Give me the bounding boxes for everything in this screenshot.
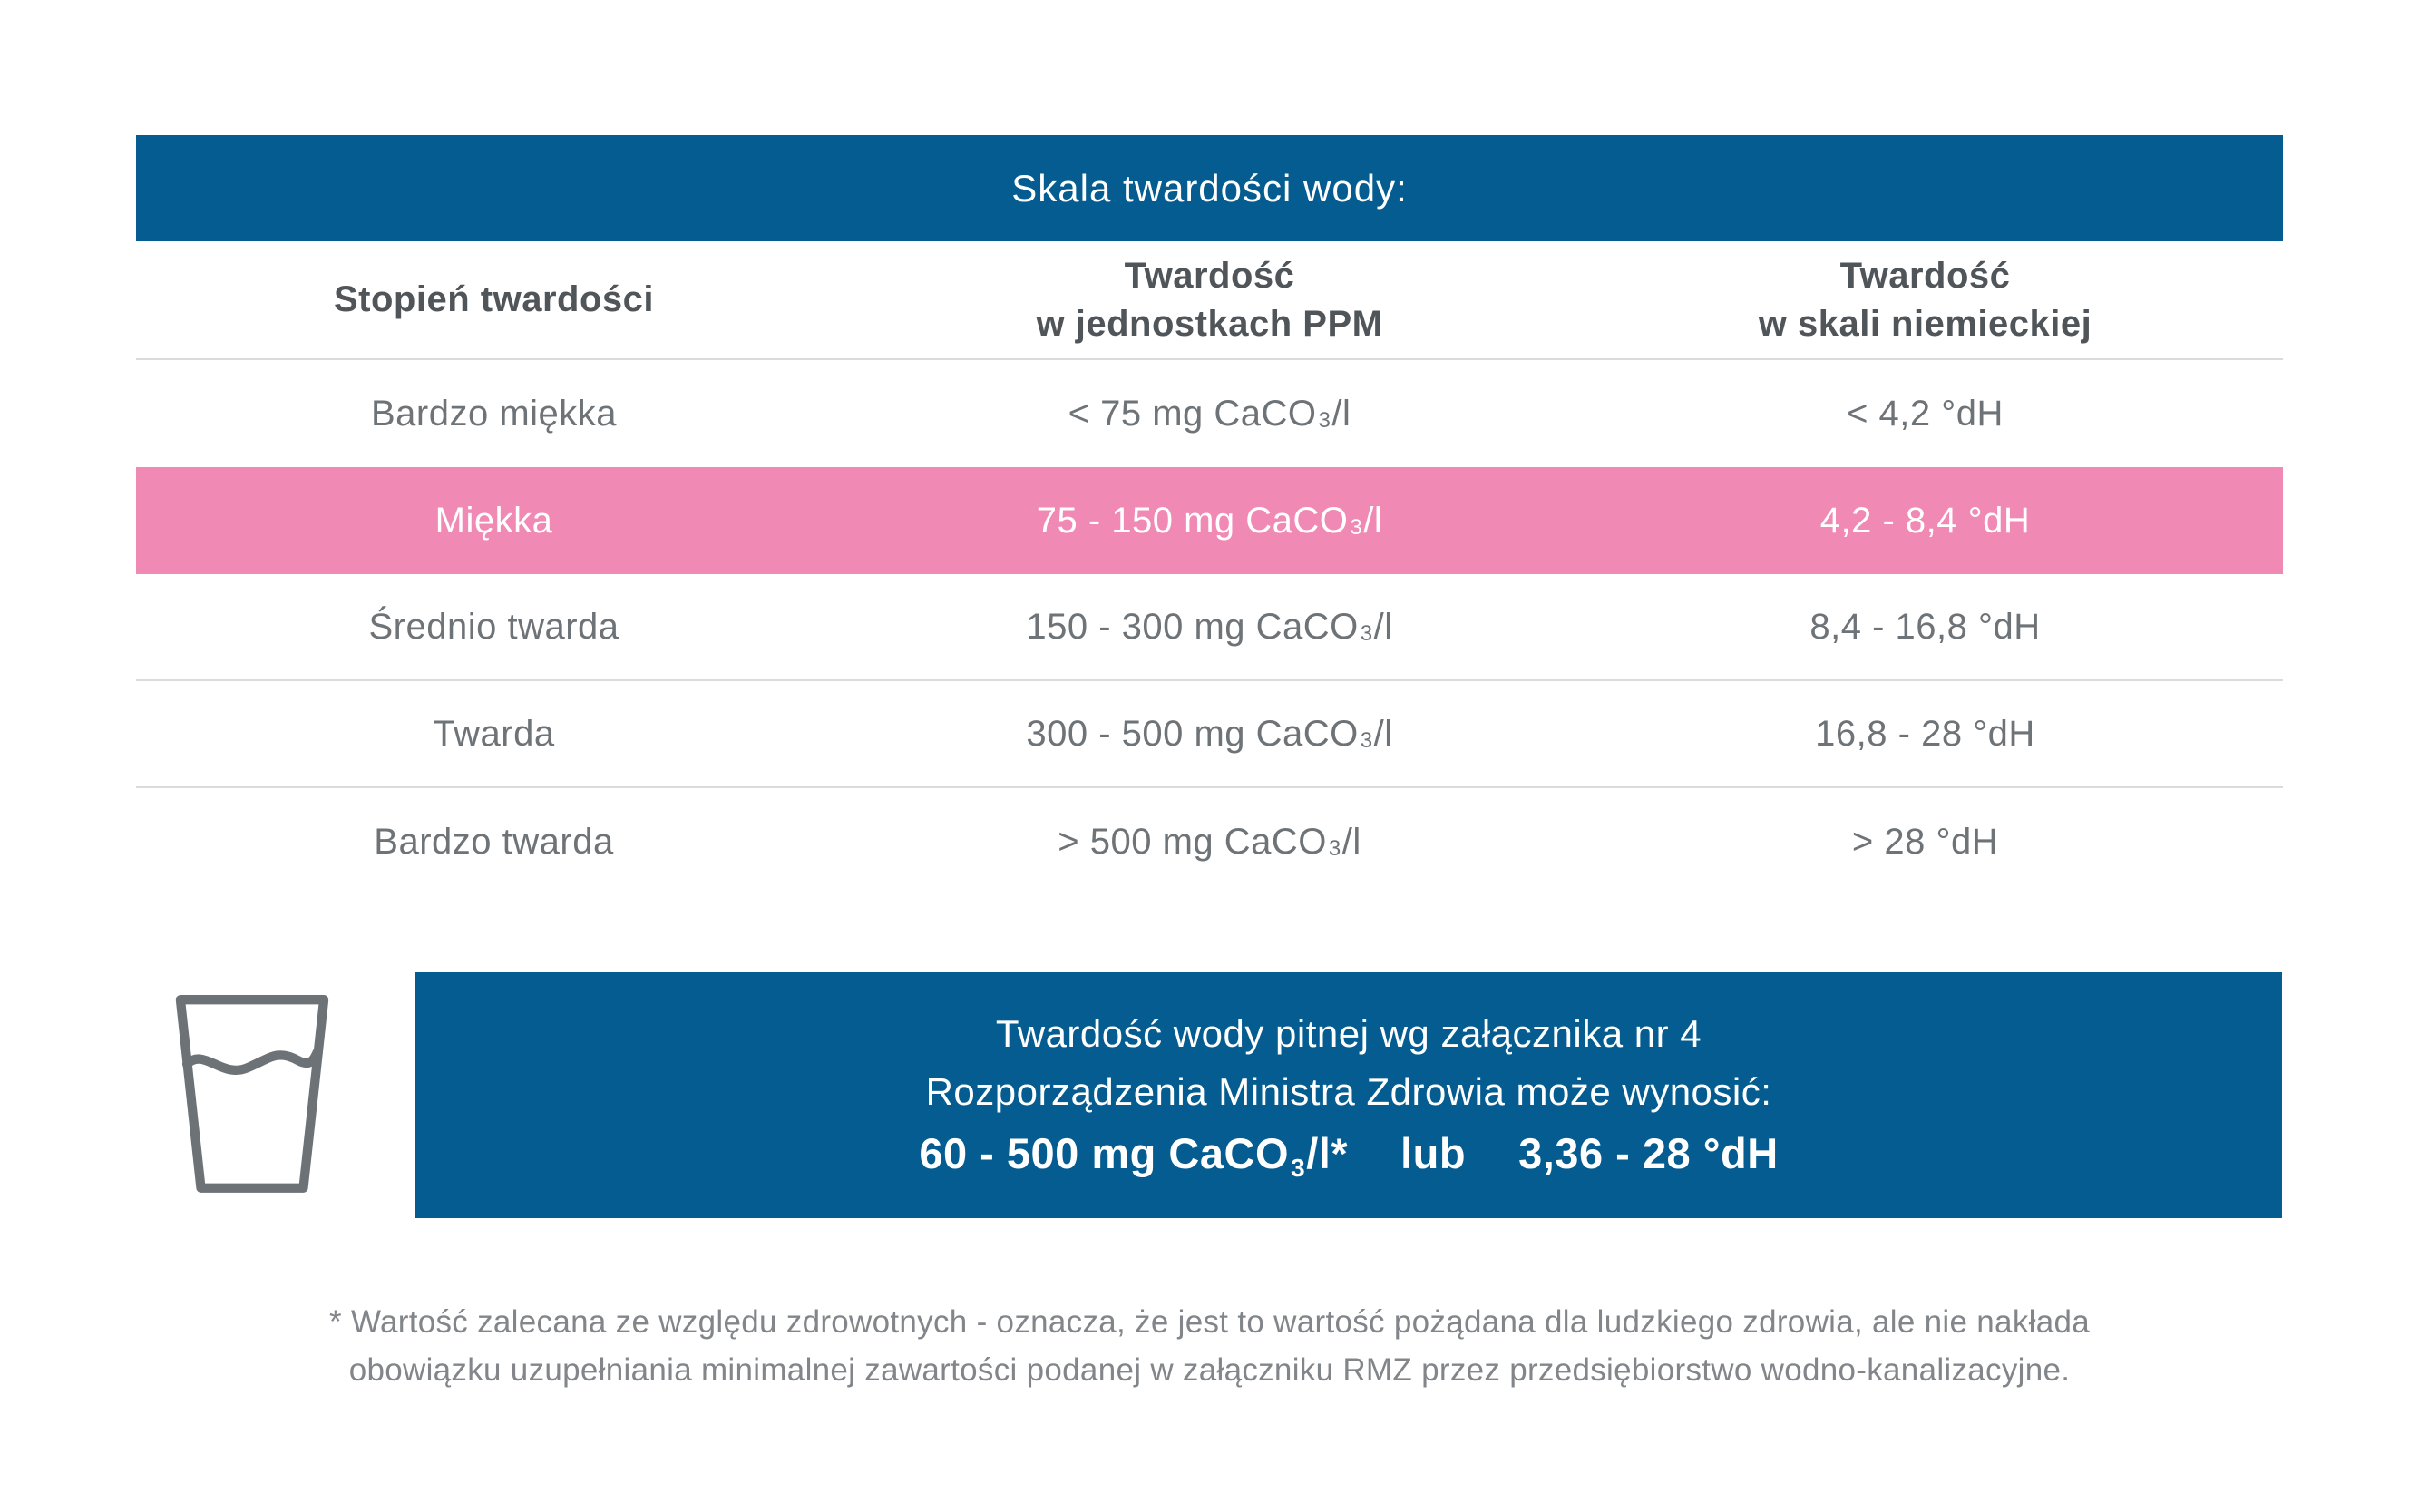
hardness-level-cell: Miękka (434, 500, 553, 541)
water-hardness-table: Skala twardości wody: Stopień twardości … (136, 135, 2283, 895)
footnote-line-1: * Wartość zalecana ze względu zdrowotnyc… (329, 1304, 2090, 1340)
ppm-cell: < 75 mg CaCO 3/l (1068, 393, 1351, 434)
german-scale-cell: > 28 °dH (1851, 821, 1999, 862)
water-glass-icon (172, 993, 332, 1198)
info-line-1: Twardość wody pitnej wg załącznika nr 4 (995, 1012, 1702, 1055)
info-line-2: Rozporządzenia Ministra Zdrowia może wyn… (925, 1070, 1772, 1113)
hardness-level-cell: Średnio twarda (368, 606, 619, 647)
hardness-level-cell: Twarda (433, 713, 555, 754)
german-scale-cell: 16,8 - 28 °dH (1815, 713, 2035, 754)
hardness-level-cell: Bardzo miękka (370, 393, 618, 434)
table-header-row: Stopień twardości Twardość w jednostkach… (136, 241, 2283, 360)
footnote-line-2: obowiązku uzupełniania minimalnej zawart… (348, 1351, 2071, 1388)
german-scale-cell: < 4,2 °dH (1847, 393, 2004, 434)
column-header-hardness-level: Stopień twardości (334, 279, 654, 320)
ppm-cell: 75 - 150 mg CaCO 3/l (1036, 500, 1383, 541)
german-scale-cell: 8,4 - 16,8 °dH (1809, 606, 2041, 647)
table-title: Skala twardości wody: (1011, 166, 1408, 210)
column-header-german-scale: Twardość w skali niemieckiej (1758, 255, 2092, 344)
ppm-cell: > 500 mg CaCO 3/l (1058, 821, 1361, 862)
table-title-bar: Skala twardości wody: (136, 135, 2283, 241)
table-row: Bardzo twarda > 500 mg CaCO 3/l > 28 °dH (136, 788, 2283, 895)
ppm-cell: 300 - 500 mg CaCO 3/l (1026, 713, 1393, 754)
info-value-line: 60 - 500 mg CaCO3/l* lub 3,36 - 28 °dH (919, 1129, 1779, 1183)
table-row: Bardzo miękka < 75 mg CaCO 3/l < 4,2 °dH (136, 360, 2283, 467)
ppm-cell: 150 - 300 mg CaCO 3/l (1026, 606, 1393, 647)
hardness-level-cell: Bardzo twarda (374, 821, 614, 862)
column-header-ppm: Twardość w jednostkach PPM (1036, 255, 1383, 344)
table-row-highlighted: Miękka 75 - 150 mg CaCO 3/l 4,2 - 8,4 °dH (136, 467, 2283, 574)
table-row: Twarda 300 - 500 mg CaCO 3/l 16,8 - 28 °d… (136, 681, 2283, 788)
connector-word: lub (1400, 1129, 1467, 1177)
drinking-water-info-box: Twardość wody pitnej wg załącznika nr 4 … (415, 972, 2282, 1218)
footnote: * Wartość zalecana ze względu zdrowotnyc… (136, 1299, 2283, 1394)
table-row: Średnio twarda 150 - 300 mg CaCO 3/l 8,4 … (136, 574, 2283, 681)
german-scale-cell: 4,2 - 8,4 °dH (1819, 500, 2031, 541)
